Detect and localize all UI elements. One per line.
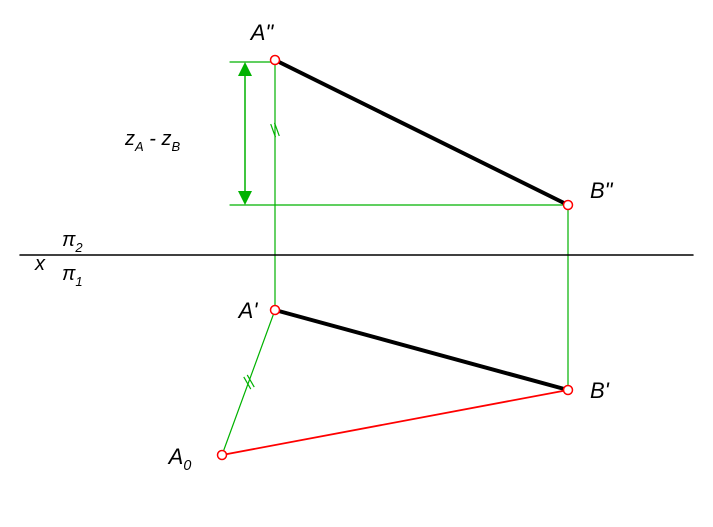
point-a0 <box>218 451 227 460</box>
label-a-double-prime: A" <box>249 20 275 45</box>
label-x-axis: x <box>34 253 46 275</box>
label-b-prime: B' <box>590 378 610 403</box>
line-a1-a0 <box>222 310 275 455</box>
point-b2 <box>564 201 573 210</box>
point-a2 <box>271 56 280 65</box>
segment-a0-b1 <box>222 390 568 455</box>
point-b1 <box>564 386 573 395</box>
segment-a2-b2 <box>275 60 568 205</box>
point-a1 <box>271 306 280 315</box>
segment-a1-b1 <box>275 310 568 390</box>
dim-arrow-head-up <box>238 62 252 76</box>
label-b-double-prime: B" <box>590 178 614 203</box>
label-pi-1: π1 <box>62 263 83 289</box>
label-za-minus-zb: zA - zB <box>124 128 180 154</box>
dim-arrow-head-down <box>238 191 252 205</box>
label-a-zero: A0 <box>167 444 192 474</box>
label-a-prime: A' <box>237 298 259 323</box>
label-pi-2: π2 <box>62 229 83 255</box>
